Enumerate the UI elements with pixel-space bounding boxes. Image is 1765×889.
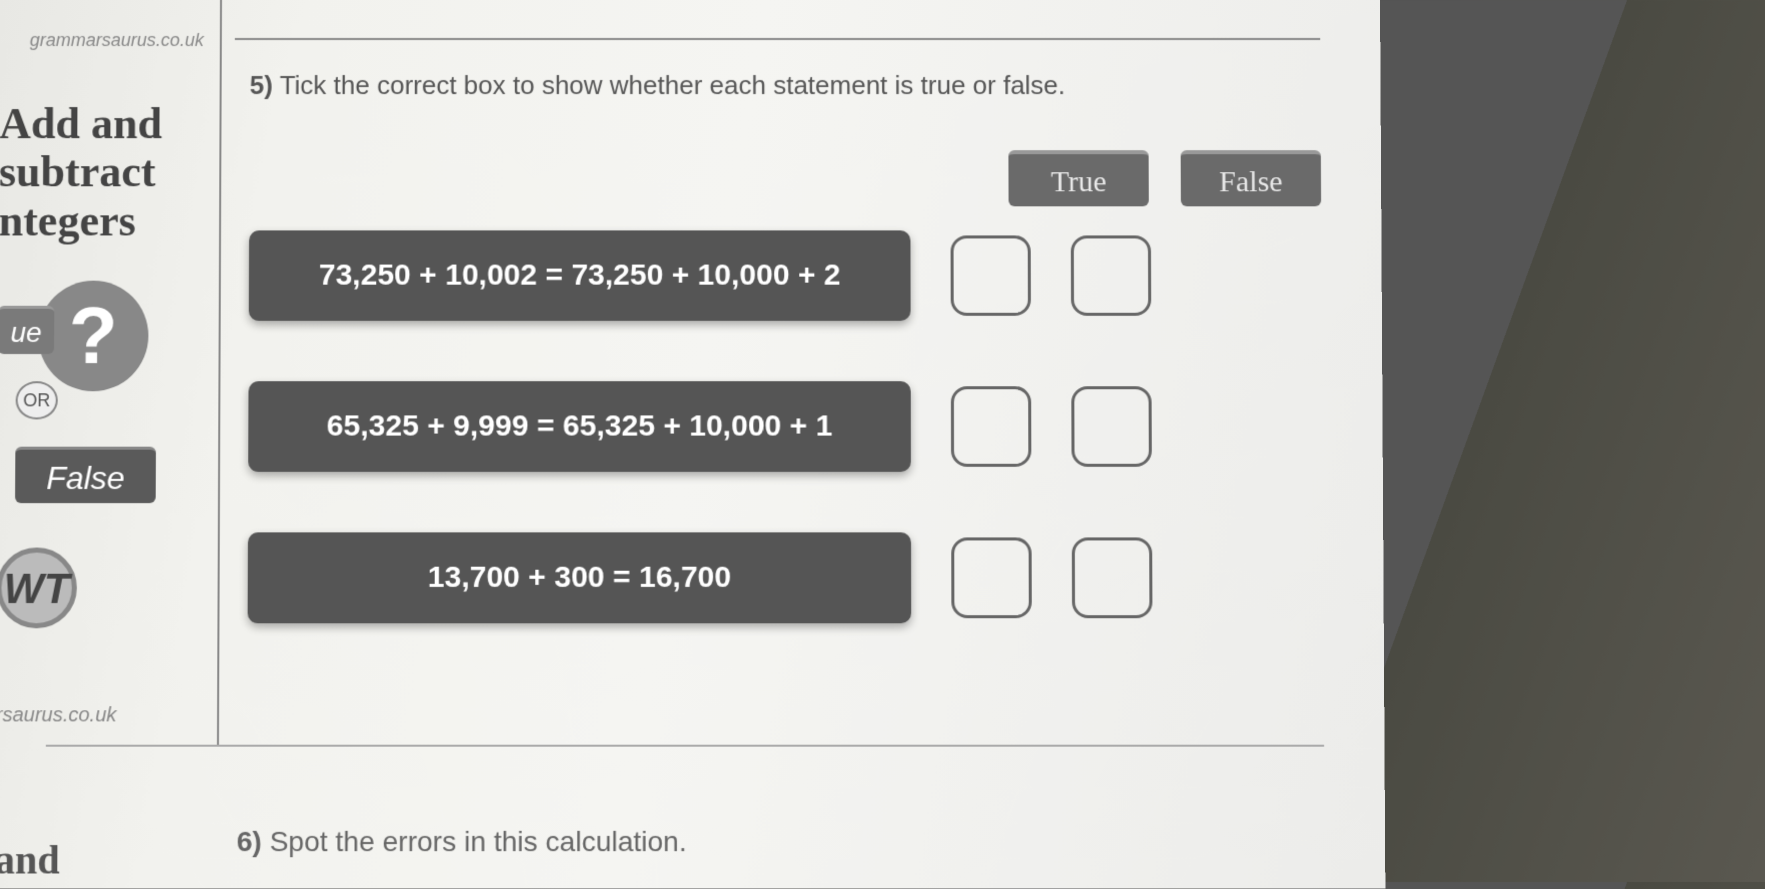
q5-text: Tick the correct box to show whether eac… [280,70,1066,100]
top-divider [235,38,1320,40]
statement-3: 13,700 + 300 = 16,700 [248,532,912,623]
statement-row: 73,250 + 10,002 = 73,250 + 10,000 + 2 [249,230,1322,320]
false-chip-left: False [15,447,156,503]
checkbox-true-1[interactable] [951,235,1031,315]
checkbox-false-2[interactable] [1071,386,1152,467]
column-headers: True False [1008,150,1321,206]
and-text: and [0,836,60,884]
statement-row: 65,325 + 9,999 = 65,325 + 10,000 + 1 [248,381,1322,472]
statement-2: 65,325 + 9,999 = 65,325 + 10,000 + 1 [248,381,911,472]
question-5-prompt: 5) Tick the correct box to show whether … [250,70,1321,101]
false-header-chip: False [1181,150,1321,206]
true-chip-partial: ue [0,306,54,354]
q6-number: 6) [237,826,262,857]
q6-text: Spot the errors in this calculation. [270,826,687,857]
title-line2: subtract [0,148,156,197]
checkbox-false-3[interactable] [1072,537,1153,618]
checkbox-true-3[interactable] [951,537,1032,618]
q5-number: 5) [250,70,273,100]
worksheet-paper: grammarsaurus.co.uk Add and subtract nte… [0,0,1385,889]
checkbox-true-2[interactable] [951,386,1032,467]
question-6-prompt: 6) Spot the errors in this calculation. [237,826,687,858]
statement-rows: 73,250 + 10,002 = 73,250 + 10,000 + 2 65… [247,230,1323,684]
true-header-chip: True [1008,150,1148,206]
title-line3: ntegers [0,196,136,245]
source-url-bottom: rsaurus.co.uk [0,704,117,727]
wt-badge: WT [0,548,77,629]
bottom-divider [46,745,1324,747]
topic-title: Add and subtract ntegers [0,100,162,246]
left-sidebar: grammarsaurus.co.uk Add and subtract nte… [0,0,220,889]
main-content: 5) Tick the correct box to show whether … [250,70,1321,101]
title-line1: Add and [0,99,162,148]
statement-row: 13,700 + 300 = 16,700 [248,532,1324,623]
source-url-top: grammarsaurus.co.uk [30,30,204,51]
checkbox-false-1[interactable] [1071,235,1151,315]
or-badge: OR [16,381,58,419]
question-mark-icon: ? [38,281,149,392]
statement-1: 73,250 + 10,002 = 73,250 + 10,000 + 2 [249,230,911,320]
